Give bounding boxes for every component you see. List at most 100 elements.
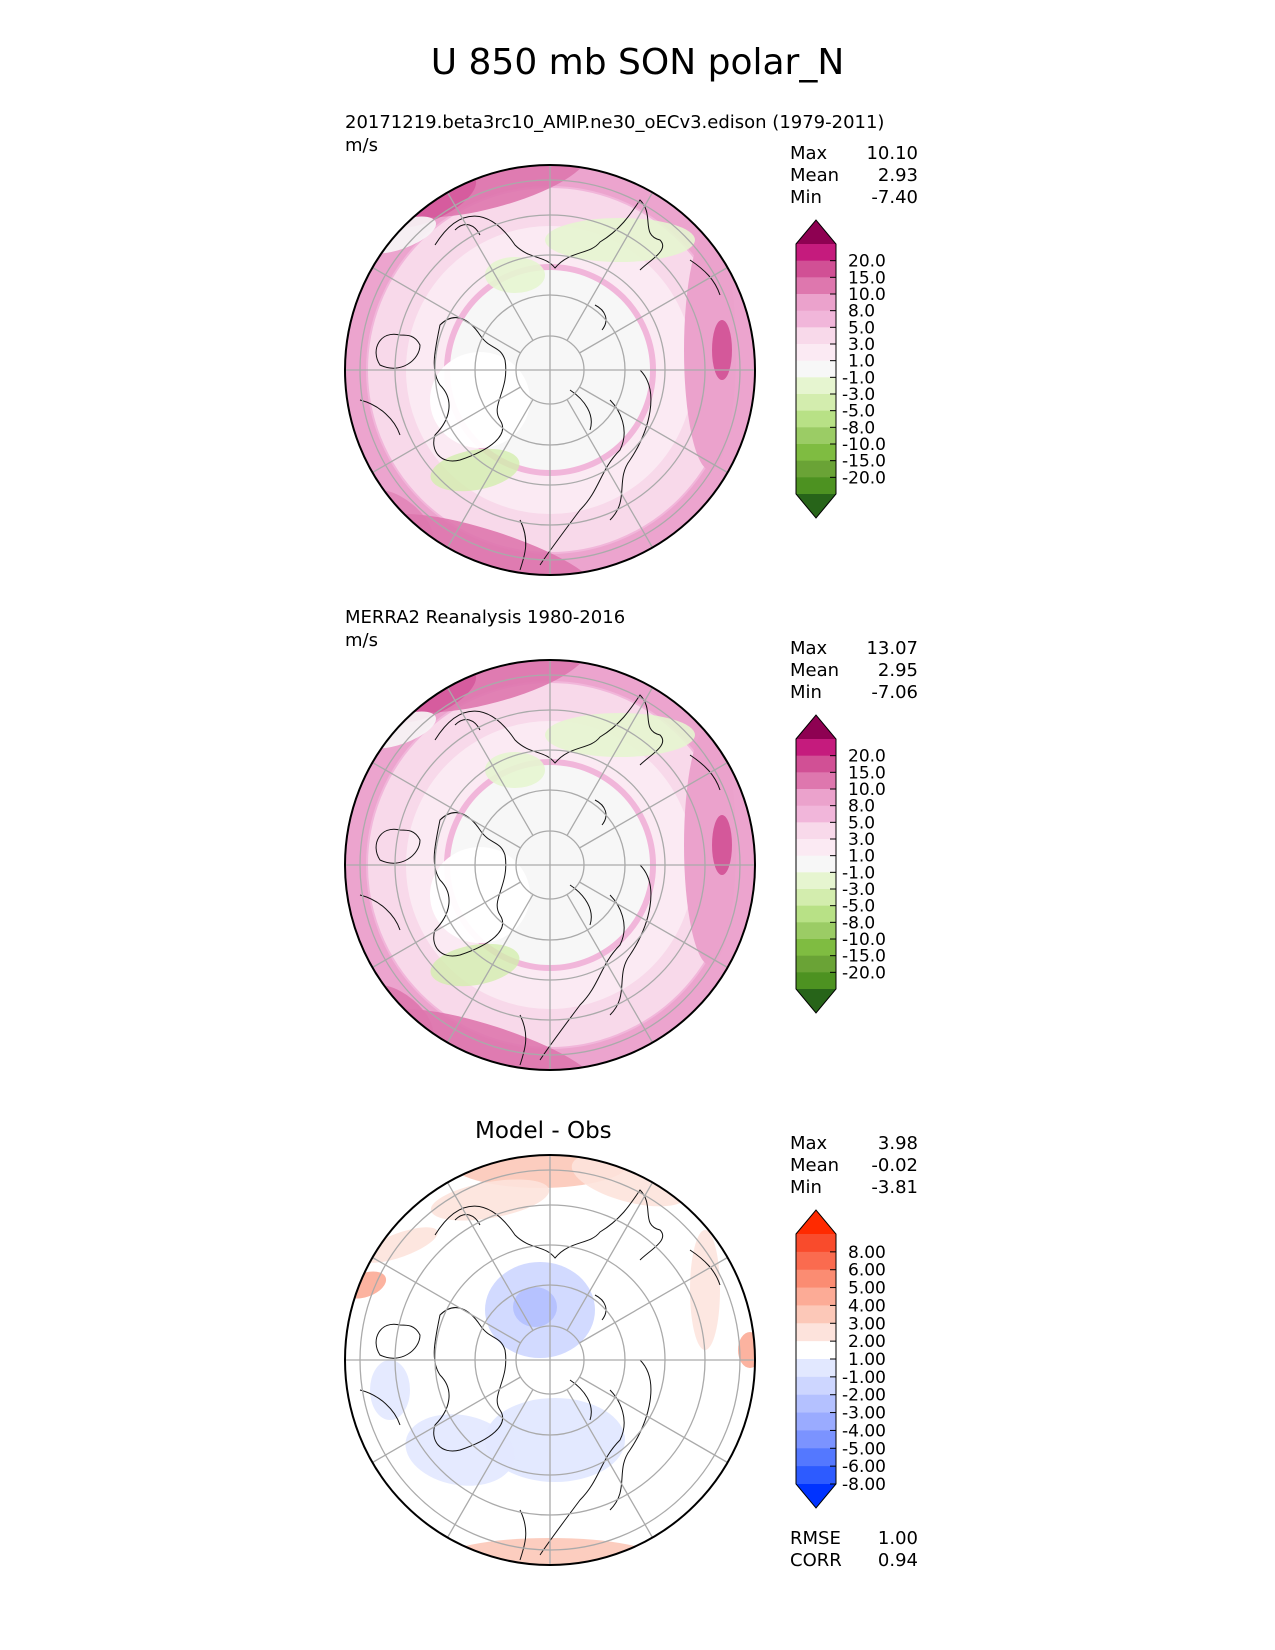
colorbar-segment xyxy=(796,1269,836,1289)
colorbar-segment xyxy=(796,755,836,773)
colorbar-segment xyxy=(796,805,836,823)
colorbar-segment xyxy=(796,772,836,790)
meridian-line xyxy=(566,687,654,836)
map-boundary xyxy=(344,1154,756,1566)
meridian-line xyxy=(579,386,728,474)
coastline xyxy=(594,1294,607,1321)
colorbar-segment xyxy=(796,1305,836,1324)
panel1-polar-map xyxy=(344,164,756,576)
coastline xyxy=(689,1249,721,1286)
westerly-max xyxy=(385,1009,595,1070)
meridian-line xyxy=(579,881,728,969)
panel2-units: m/s xyxy=(345,630,378,651)
panel2-title: MERRA2 Reanalysis 1980-2016 xyxy=(345,607,626,628)
colorbar-tick-label: 6.00 xyxy=(848,1261,886,1281)
colorbar-tick-label: -3.0 xyxy=(842,880,875,900)
colorbar-segment xyxy=(796,394,836,412)
colorbar-tick-label: 10.0 xyxy=(848,285,886,305)
panel1-max-label: Max xyxy=(790,143,828,164)
colorbar-tick-label: 5.0 xyxy=(848,318,875,338)
colorbar-segment xyxy=(796,1341,836,1360)
panel3-mean-value: -0.02 xyxy=(871,1155,918,1176)
panel3-title: Model - Obs xyxy=(475,1118,612,1144)
panel3-max-value: 3.98 xyxy=(877,1133,918,1154)
colorbar-segment xyxy=(796,1323,836,1342)
colorbar-tick-label: -10.0 xyxy=(842,435,886,455)
panel3-metrics: RMSE 1.00 CORR 0.94 xyxy=(790,1528,918,1572)
colorbar-segment xyxy=(796,922,836,940)
coastline xyxy=(433,1307,507,1452)
meridian-line xyxy=(579,1376,728,1464)
colorbar-outline xyxy=(795,219,837,519)
coastline xyxy=(375,828,421,864)
meridian-line xyxy=(372,1256,521,1344)
meridian-line xyxy=(446,399,534,548)
colorbar-segment xyxy=(796,1412,836,1431)
colorbar-tick-label: -8.00 xyxy=(842,1475,886,1495)
meridian-line xyxy=(446,894,534,1043)
colorbar-segment xyxy=(796,839,836,857)
coastline xyxy=(609,864,652,1016)
colorbar-tick-label: -20.0 xyxy=(842,963,886,983)
colorbar-extend-top xyxy=(796,1210,836,1234)
westerly-max xyxy=(712,320,732,380)
colorbar-segment xyxy=(796,1394,836,1414)
colorbar-tick-label: 10.0 xyxy=(848,780,886,800)
coastline xyxy=(539,884,625,1061)
meridian-line xyxy=(372,386,521,474)
colorbar-tick-label: 20.0 xyxy=(848,747,886,767)
coastline xyxy=(375,333,421,369)
meridian-line xyxy=(566,894,654,1043)
panel1-stats: Max 10.10 Mean 2.93 Min -7.40 xyxy=(790,143,918,209)
meridian-line xyxy=(579,1256,728,1344)
colorbar-tick-label: 8.0 xyxy=(848,797,875,817)
colorbar-tick-label: 1.0 xyxy=(848,352,875,372)
colorbar-segment xyxy=(796,327,836,345)
panel2-min-value: -7.06 xyxy=(871,682,918,703)
meridian-line xyxy=(446,1182,534,1331)
easterly-patch xyxy=(430,448,520,492)
colorbar-tick-label: 3.0 xyxy=(848,335,875,355)
colorbar-segment xyxy=(796,1430,836,1449)
positive-anomaly xyxy=(738,1332,755,1368)
colorbar-segment xyxy=(796,939,836,957)
colorbar-segment xyxy=(796,872,836,890)
land-outlines xyxy=(359,1189,721,1561)
colorbar-segment xyxy=(796,972,836,990)
panel2-max-label: Max xyxy=(790,638,828,659)
panel1-mean-value: 2.93 xyxy=(877,165,918,186)
coastline xyxy=(434,694,663,766)
colorbar-segment xyxy=(796,1234,836,1253)
meridian-line xyxy=(372,266,521,354)
coastline xyxy=(689,754,721,791)
coastline xyxy=(594,304,607,331)
coastline xyxy=(539,389,625,566)
map-boundary xyxy=(344,659,756,1071)
rmse-label: RMSE xyxy=(790,1528,841,1549)
colorbar-segment xyxy=(796,410,836,428)
colorbar-outline xyxy=(795,714,837,1014)
colorbar-extend-bottom xyxy=(796,989,836,1013)
panel1-max-value: 10.10 xyxy=(866,143,918,164)
colorbar-segment xyxy=(796,244,836,262)
colorbar-tick-label: -6.00 xyxy=(842,1457,886,1477)
colorbar-segment xyxy=(796,822,836,840)
negative-anomaly xyxy=(513,1287,557,1327)
coastline xyxy=(689,259,721,296)
colorbar-segment xyxy=(796,360,836,378)
colorbar-segment xyxy=(796,377,836,395)
meridian-line xyxy=(446,1389,534,1538)
panel2-mean-label: Mean xyxy=(790,660,840,681)
coastline xyxy=(519,1014,527,1066)
panel1-colorbar: 20.015.010.08.05.03.01.0-1.0-3.0-5.0-8.0… xyxy=(795,219,886,519)
colorbar-tick-label: 8.00 xyxy=(848,1243,886,1263)
meridian-line xyxy=(566,192,654,341)
coastline xyxy=(519,1509,527,1561)
colorbar-tick-label: -3.0 xyxy=(842,385,875,405)
colorbar-tick-label: -4.00 xyxy=(842,1421,886,1441)
colorbar-segment xyxy=(796,260,836,278)
colorbar-segment xyxy=(796,444,836,462)
panel1-title: 20171219.beta3rc10_AMIP.ne30_oECv3.ediso… xyxy=(345,112,885,133)
negative-anomaly xyxy=(370,1360,410,1420)
colorbar-tick-label: 3.00 xyxy=(848,1314,886,1334)
